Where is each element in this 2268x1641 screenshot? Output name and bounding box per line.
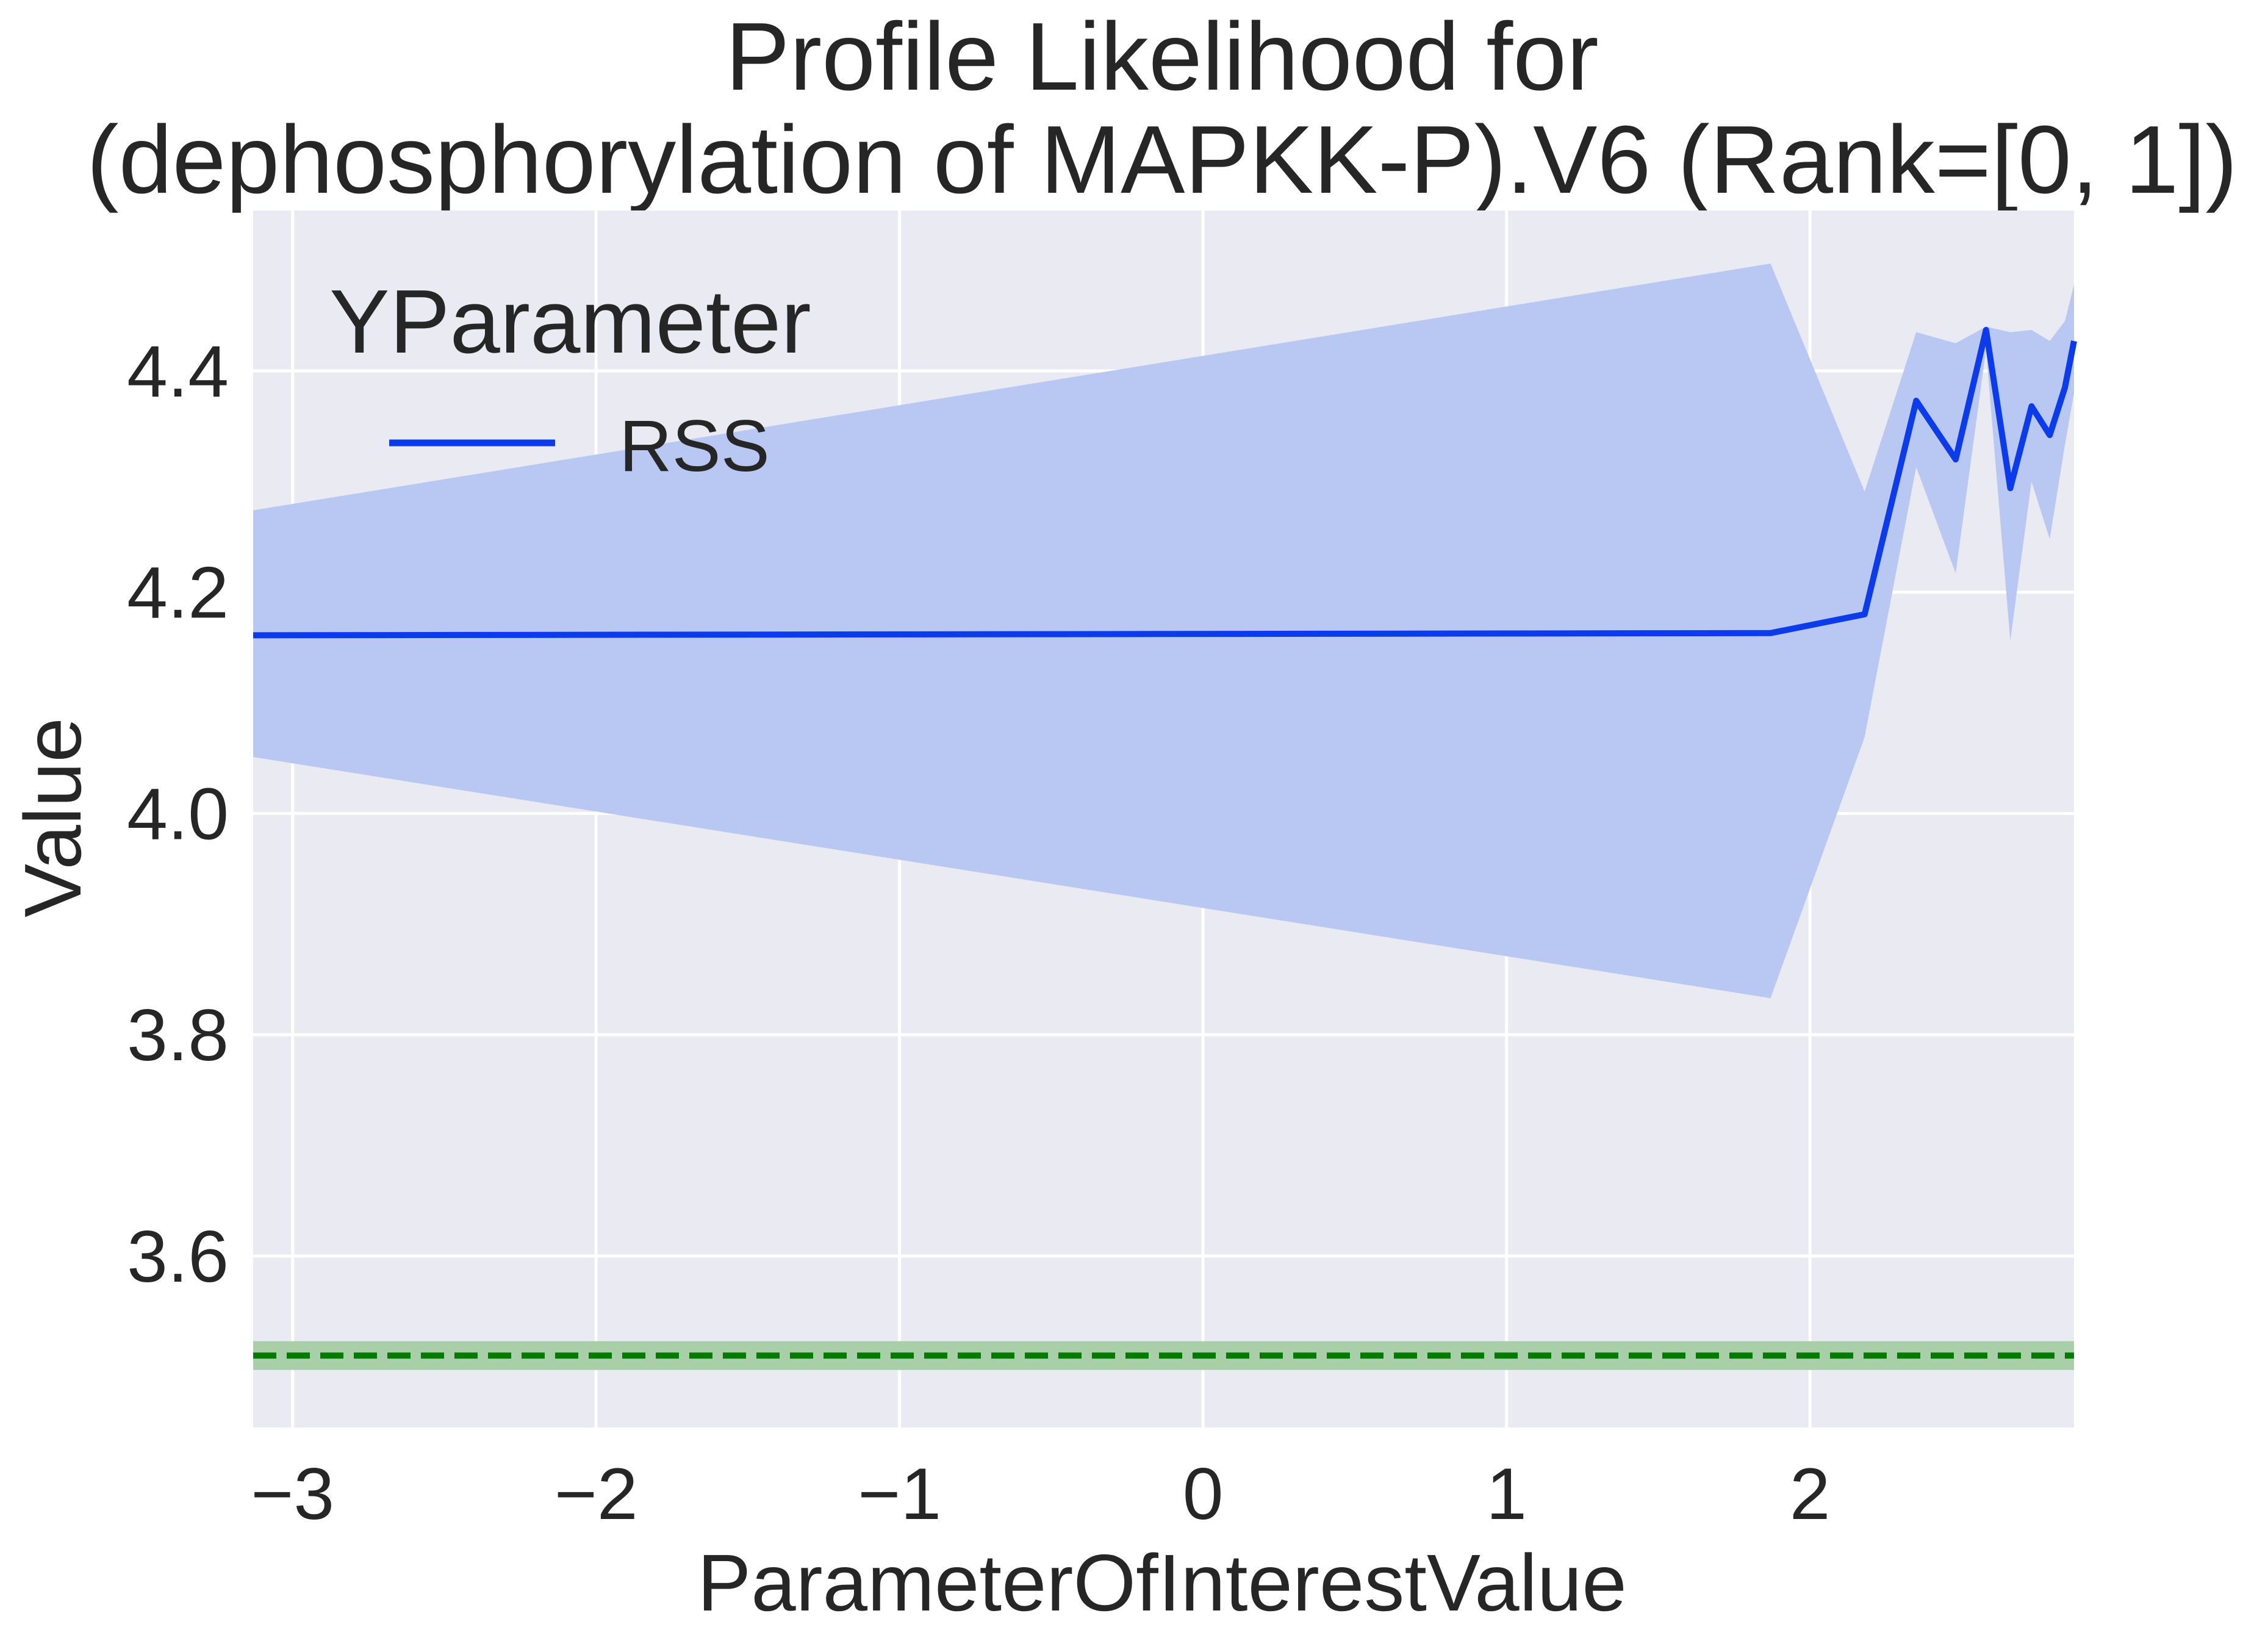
legend-title: YParameter (329, 271, 811, 372)
x-axis-label: ParameterOfInterestValue (697, 1538, 1627, 1628)
chart-title-line-1: Profile Likelihood for (725, 3, 1599, 110)
series-line-rss (253, 326, 2077, 639)
x-tick-label: 1 (1486, 1453, 1527, 1535)
confidence-band-rss (253, 264, 2074, 999)
reference-line-group (253, 1341, 2074, 1370)
y-tick-label: 3.8 (127, 994, 229, 1076)
x-tick-label: −3 (251, 1453, 334, 1535)
y-tick-label: 4.0 (127, 773, 229, 855)
x-tick-label: −1 (858, 1453, 941, 1535)
x-tick-label: 2 (1790, 1453, 1831, 1535)
y-tick-label: 4.2 (127, 552, 229, 634)
chart-title-line-2: (dephosphorylation of MAPKK-P).V6 (Rank=… (87, 106, 2237, 214)
legend: YParameter RSS (329, 271, 811, 487)
series-group (253, 264, 2077, 999)
y-tick-label: 4.4 (127, 331, 229, 412)
y-axis-label: Value (8, 717, 98, 917)
x-tick-label: 0 (1183, 1453, 1224, 1535)
legend-entry-rss: RSS (619, 405, 770, 487)
x-tick-label: −2 (554, 1453, 638, 1535)
x-axis-ticks: −3 −2 −1 0 1 2 (251, 1453, 1830, 1535)
y-tick-label: 3.6 (127, 1216, 229, 1298)
y-axis-ticks: 3.6 3.8 4.0 4.2 4.4 (127, 331, 229, 1298)
